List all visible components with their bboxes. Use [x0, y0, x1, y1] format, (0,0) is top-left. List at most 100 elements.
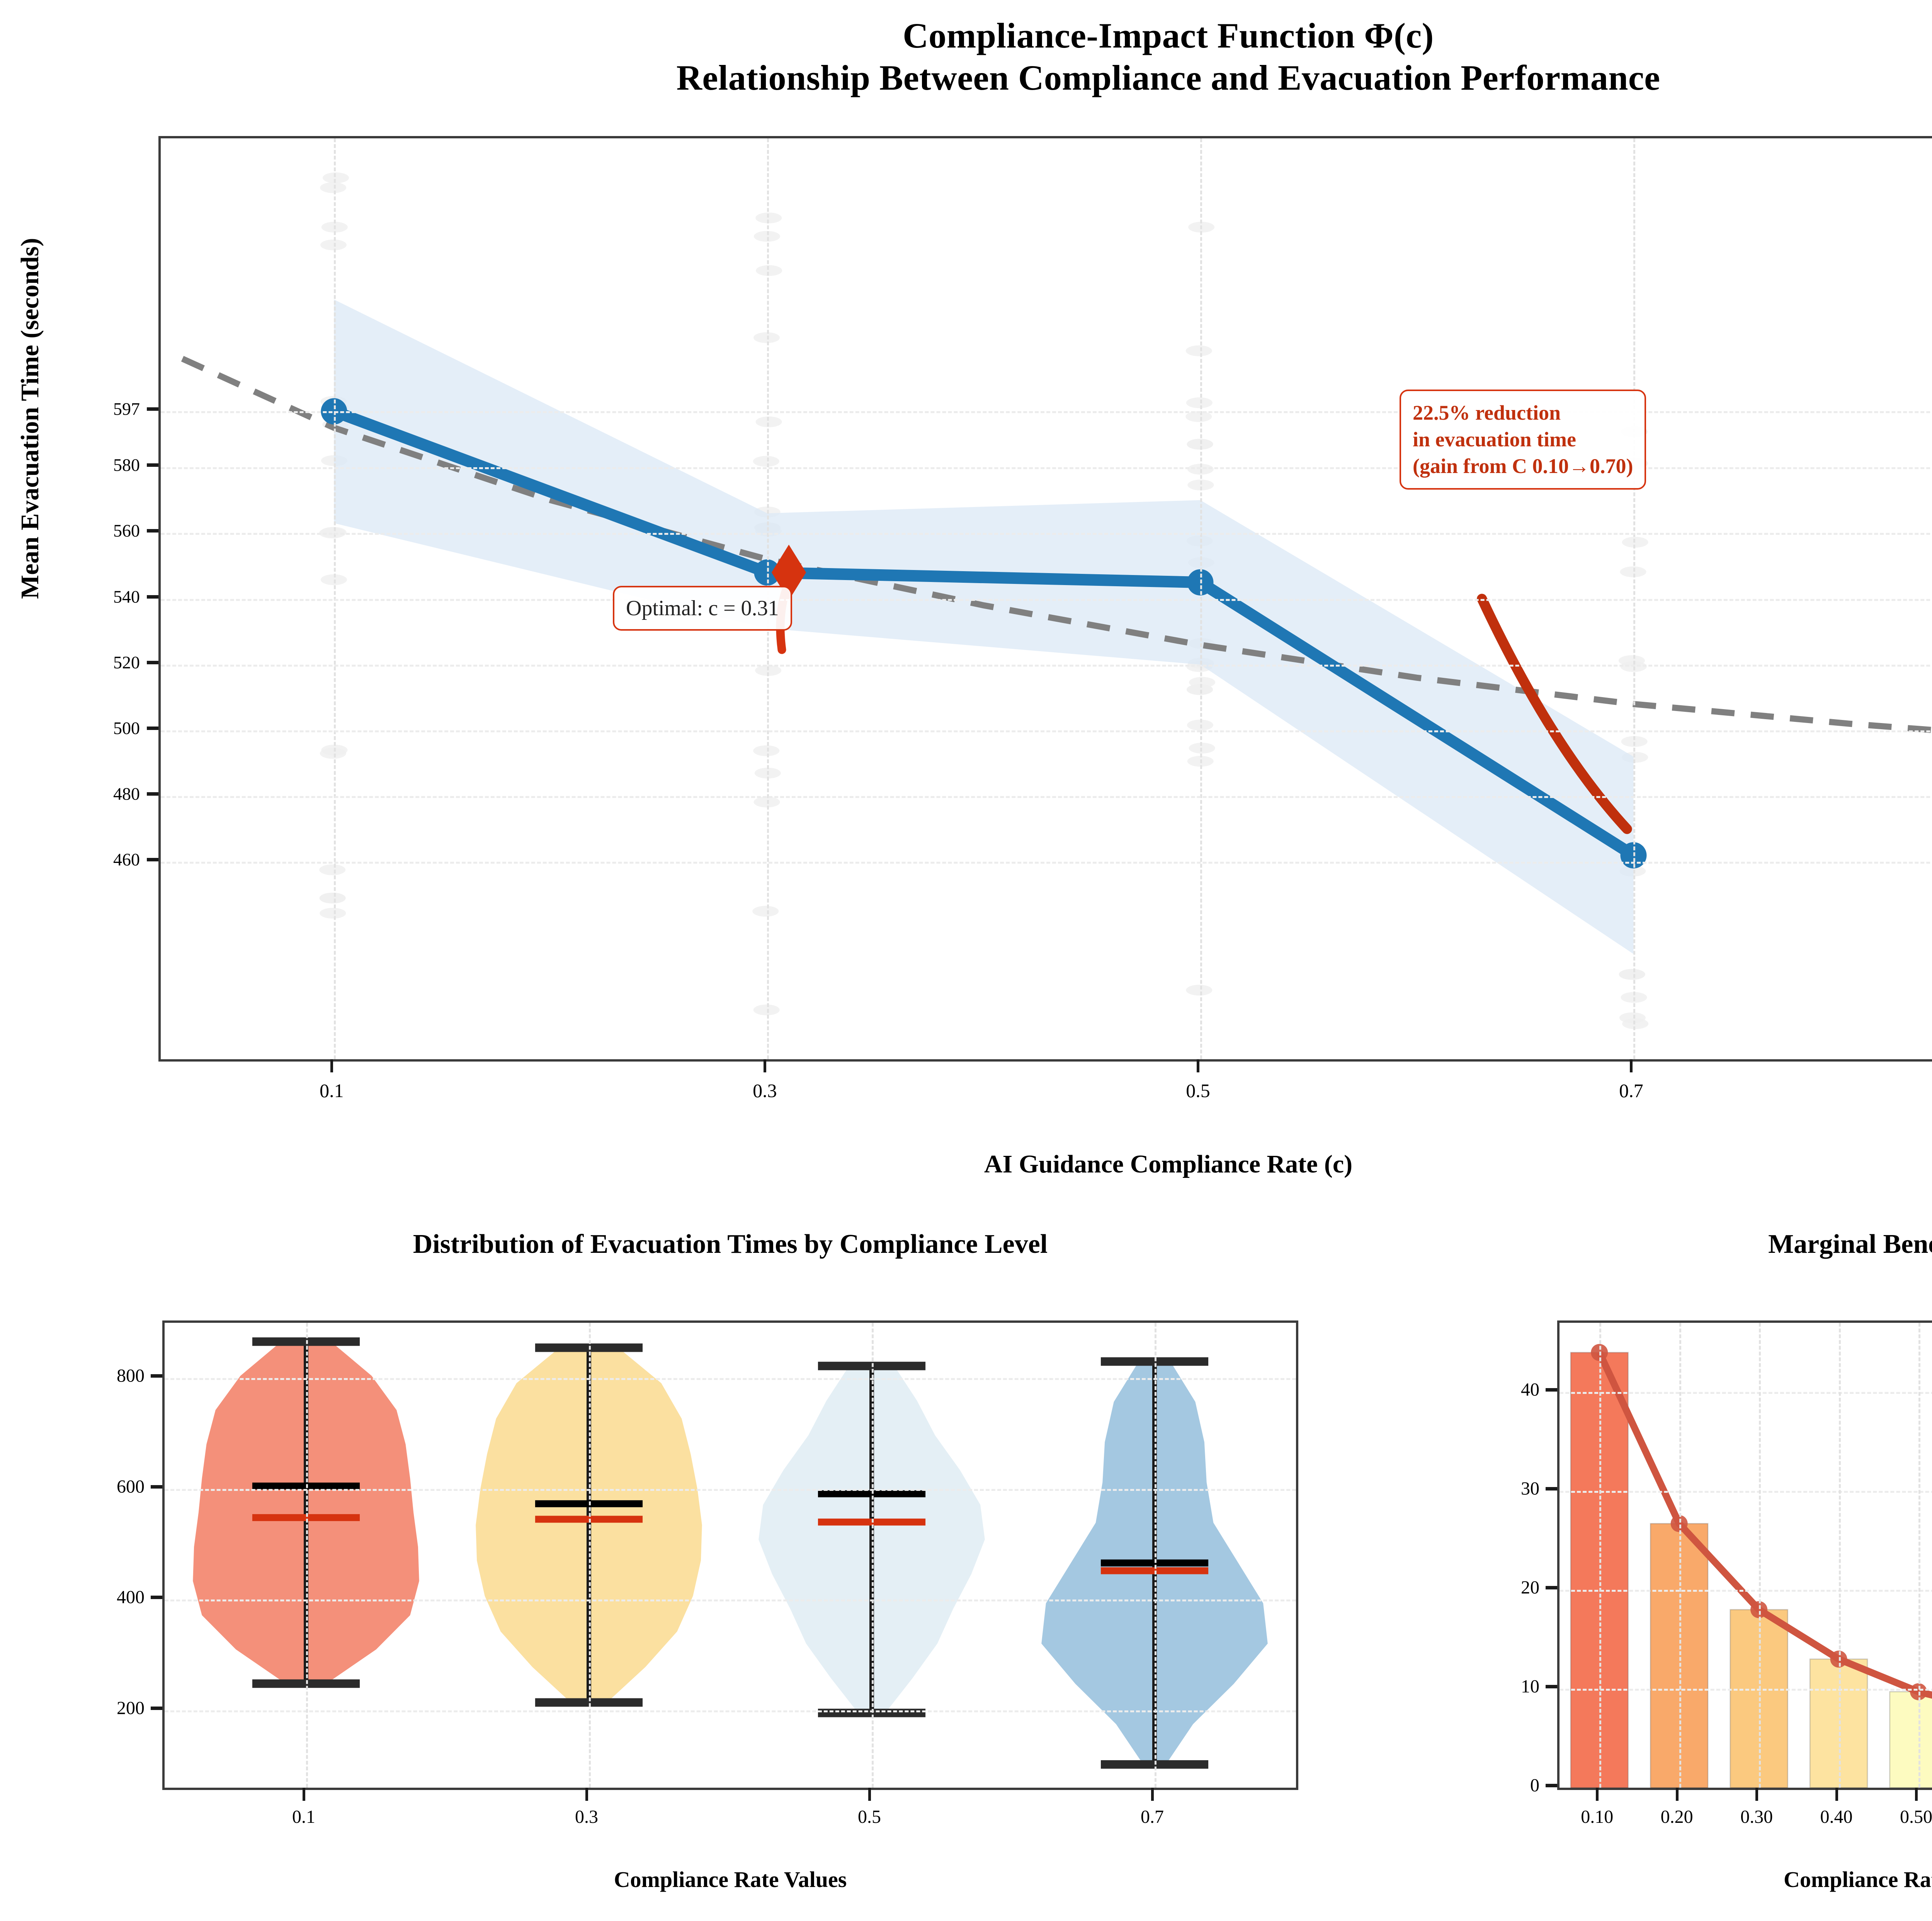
main-x-tick-mark [764, 1059, 767, 1072]
bar-gridline [1560, 1392, 1932, 1394]
violin-x-tick-mark [1151, 1788, 1154, 1801]
scatter-point [319, 892, 346, 903]
bar-gridline [1560, 1590, 1932, 1592]
bar-y-tick-mark [1546, 1784, 1557, 1787]
main-y-axis-label: Mean Evacuation Time (seconds) [16, 238, 44, 599]
reduction-line-3: (gain from C 0.10→0.70) [1413, 454, 1633, 478]
scatter-point [320, 182, 347, 193]
main-y-tick-mark [147, 407, 158, 411]
main-gridline-horizontal [161, 467, 1932, 470]
bar-gridline [1560, 1491, 1932, 1493]
violin-gridline [165, 1710, 1296, 1712]
bar-y-tick-label: 40 [1521, 1379, 1539, 1400]
page-title: Compliance-Impact Function Φ(c) Relation… [0, 15, 1932, 99]
scatter-point [1186, 397, 1213, 408]
bar-x-tick-label: 0.30 [1740, 1807, 1773, 1827]
main-y-tick-mark [147, 726, 158, 730]
scatter-point [1185, 411, 1212, 422]
mathematical-model-line [181, 356, 1932, 733]
main-x-tick-label: 0.1 [320, 1080, 344, 1101]
main-y-tick-label: 580 [113, 455, 140, 475]
scatter-point [1185, 345, 1212, 356]
main-x-tick-mark [1630, 1059, 1633, 1072]
scatter-point [1619, 969, 1645, 980]
bar-x-tick-label: 0.40 [1820, 1807, 1853, 1827]
scatter-point [320, 239, 347, 250]
optimal-annotation: Optimal: c = 0.31 [613, 586, 792, 631]
bar-x-tick-mark [1755, 1788, 1759, 1801]
main-gridline-horizontal [161, 533, 1932, 535]
main-chart-svg [181, 172, 1932, 1029]
main-y-tick-mark [147, 792, 158, 796]
scatter-point [1620, 566, 1646, 577]
main-x-tick-label: 0.5 [1186, 1080, 1210, 1101]
violin-plot-area [162, 1320, 1298, 1790]
scatter-point [753, 745, 780, 756]
reduction-line-2: in evacuation time [1413, 428, 1576, 451]
scatter-point [753, 1004, 780, 1016]
violin-gridline-vertical [1155, 1323, 1156, 1788]
main-y-tick-label: 520 [113, 652, 140, 672]
scatter-point [319, 864, 346, 875]
main-y-tick-mark [147, 858, 158, 862]
scatter-point [1618, 655, 1645, 666]
bar-x-tick-mark [1915, 1788, 1918, 1801]
violin-x-tick-label: 0.1 [292, 1807, 315, 1827]
main-gridline-horizontal [161, 411, 1932, 413]
bar-gridline-vertical [1599, 1323, 1602, 1788]
violin-y-tick-mark [151, 1374, 162, 1378]
confidence-interval-band [334, 299, 1634, 954]
violin-x-tick-label: 0.5 [858, 1807, 881, 1827]
scatter-point [753, 796, 780, 808]
main-y-tick-label: 540 [113, 587, 140, 606]
violin-y-tick-label: 800 [117, 1365, 145, 1386]
main-y-tick-mark [147, 463, 158, 467]
scatter-point [753, 456, 779, 467]
bar[interactable] [1889, 1691, 1932, 1788]
scatter-point [320, 748, 346, 759]
scatter-point [320, 908, 346, 919]
main-x-tick-mark [1197, 1059, 1200, 1072]
bar-plot-area [1557, 1320, 1932, 1790]
bar-gridline-vertical [1918, 1323, 1920, 1788]
bar-gridline-vertical [1838, 1323, 1841, 1788]
bar-y-tick-label: 0 [1530, 1775, 1539, 1796]
violin-y-tick-mark [151, 1485, 162, 1489]
violin-x-axis-label: Compliance Rate Values [614, 1867, 847, 1892]
bar-x-tick-label: 0.50 [1900, 1807, 1932, 1827]
violin-y-tick-mark [151, 1706, 162, 1710]
bar-y-tick-label: 10 [1521, 1676, 1539, 1697]
scatter-point [1186, 985, 1213, 996]
violin-x-tick-mark [868, 1788, 871, 1801]
bar-x-axis-label: Compliance Rate Increment [1783, 1867, 1932, 1892]
main-gridline-horizontal [161, 730, 1932, 732]
violin-panel-title: Distribution of Evacuation Times by Comp… [413, 1229, 1048, 1259]
scatter-point [1187, 720, 1213, 731]
scatter-point [1187, 684, 1213, 695]
violin-y-tick-label: 200 [117, 1698, 145, 1718]
bar-x-tick-mark [1675, 1788, 1679, 1801]
violin-gridline [165, 1599, 1296, 1602]
violin-gridline [165, 1489, 1296, 1491]
bar-y-tick-label: 30 [1521, 1478, 1539, 1499]
scatter-point [753, 231, 780, 242]
violin-y-tick-label: 600 [117, 1476, 145, 1497]
bar-y-tick-label: 20 [1521, 1577, 1539, 1598]
main-y-tick-label: 560 [113, 521, 140, 541]
violin-x-tick-mark [303, 1788, 305, 1801]
main-gridline-horizontal [161, 664, 1932, 667]
bar-gridline [1560, 1689, 1932, 1691]
scatter-point [1187, 439, 1213, 450]
bar-x-tick-mark [1835, 1788, 1838, 1801]
main-gridline-horizontal [161, 862, 1932, 864]
violin-gridline-vertical [872, 1323, 874, 1788]
violin-y-tick-mark [151, 1596, 162, 1599]
violin-y-tick-label: 400 [117, 1587, 145, 1608]
scatter-point [320, 574, 347, 585]
main-y-tick-label: 460 [113, 849, 140, 869]
bar-gridline-vertical [1679, 1323, 1681, 1788]
main-y-tick-label: 480 [113, 784, 140, 804]
bar-y-tick-mark [1546, 1487, 1557, 1491]
bar-panel-title: Marginal Benefit Analysis [1768, 1229, 1932, 1259]
